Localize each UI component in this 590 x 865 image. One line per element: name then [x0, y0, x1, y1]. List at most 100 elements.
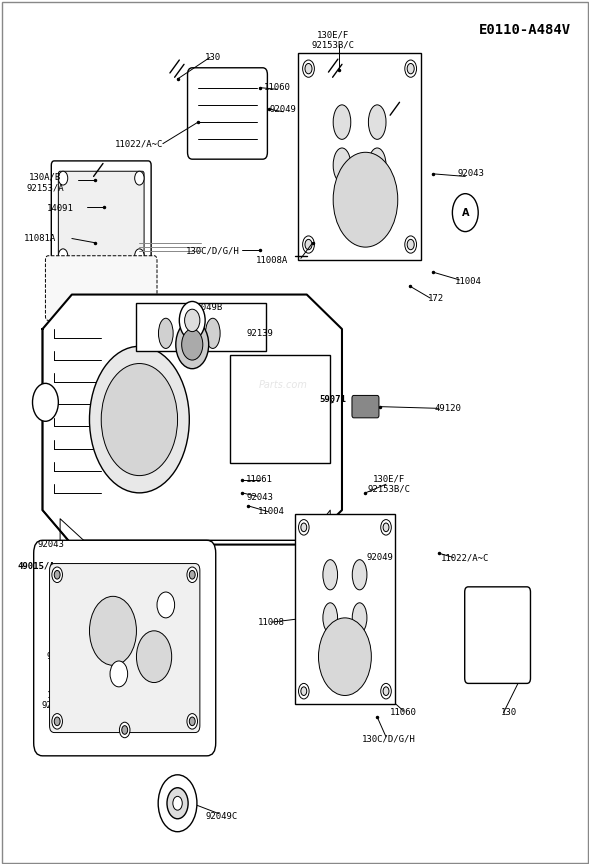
FancyBboxPatch shape — [51, 161, 151, 273]
Text: E0110-A484V: E0110-A484V — [479, 23, 571, 37]
Text: 130C/D/G/H: 130C/D/G/H — [186, 247, 240, 256]
Circle shape — [333, 152, 398, 247]
Circle shape — [301, 687, 307, 695]
Circle shape — [110, 661, 127, 687]
FancyBboxPatch shape — [231, 355, 330, 463]
Ellipse shape — [352, 603, 367, 633]
Text: 11008: 11008 — [258, 618, 285, 626]
Polygon shape — [42, 295, 342, 545]
FancyBboxPatch shape — [58, 171, 144, 263]
Circle shape — [381, 520, 391, 535]
Text: 130: 130 — [502, 708, 517, 717]
Circle shape — [383, 523, 389, 532]
Text: 92049B: 92049B — [191, 303, 223, 312]
Text: 130E/F
92153B/C: 130E/F 92153B/C — [312, 30, 355, 50]
Ellipse shape — [368, 148, 386, 183]
Text: 92043: 92043 — [458, 170, 484, 178]
Circle shape — [319, 618, 371, 695]
FancyBboxPatch shape — [295, 515, 395, 704]
Circle shape — [32, 383, 58, 421]
Circle shape — [453, 194, 478, 232]
Text: 130: 130 — [205, 53, 221, 62]
FancyBboxPatch shape — [465, 586, 530, 683]
FancyBboxPatch shape — [188, 67, 267, 159]
Text: 92043: 92043 — [247, 493, 273, 502]
Circle shape — [305, 63, 312, 74]
Text: 92049: 92049 — [270, 105, 297, 113]
Text: A: A — [42, 397, 49, 407]
Text: 130E/F
92153B/C: 130E/F 92153B/C — [41, 690, 84, 709]
Circle shape — [299, 683, 309, 699]
Circle shape — [189, 717, 195, 726]
Circle shape — [52, 567, 63, 582]
Text: 92139: 92139 — [247, 329, 273, 338]
Ellipse shape — [352, 560, 367, 590]
Circle shape — [90, 596, 136, 665]
Circle shape — [381, 683, 391, 699]
Text: 49015/A: 49015/A — [18, 561, 55, 571]
Text: 92049A: 92049A — [47, 652, 79, 661]
Circle shape — [58, 249, 68, 263]
Circle shape — [101, 363, 178, 476]
Circle shape — [187, 567, 198, 582]
Text: 92043: 92043 — [38, 540, 65, 549]
Ellipse shape — [333, 148, 351, 183]
Ellipse shape — [368, 105, 386, 139]
Text: 11060: 11060 — [264, 83, 291, 92]
Text: 172: 172 — [428, 294, 444, 304]
Circle shape — [90, 346, 189, 493]
FancyBboxPatch shape — [136, 303, 266, 350]
Ellipse shape — [323, 560, 337, 590]
Text: 14091: 14091 — [47, 204, 74, 213]
FancyBboxPatch shape — [352, 395, 379, 418]
Text: 130C/D/G/H: 130C/D/G/H — [362, 734, 416, 743]
Circle shape — [407, 63, 414, 74]
Text: 59071: 59071 — [320, 395, 346, 404]
FancyBboxPatch shape — [45, 256, 157, 320]
Text: 92049C: 92049C — [205, 811, 238, 821]
FancyBboxPatch shape — [298, 53, 421, 260]
Circle shape — [405, 60, 417, 77]
Circle shape — [182, 329, 203, 360]
Circle shape — [407, 240, 414, 250]
Text: 11081A: 11081A — [24, 234, 55, 243]
Circle shape — [54, 570, 60, 579]
Text: 11008A: 11008A — [255, 255, 288, 265]
Text: A: A — [461, 208, 469, 218]
Text: 130A/B
92153/A: 130A/B 92153/A — [27, 173, 64, 192]
Circle shape — [136, 631, 172, 682]
FancyBboxPatch shape — [34, 541, 216, 756]
Circle shape — [157, 592, 175, 618]
Circle shape — [405, 236, 417, 253]
Circle shape — [122, 726, 127, 734]
Text: 92049: 92049 — [367, 553, 394, 562]
Circle shape — [189, 570, 195, 579]
Circle shape — [303, 236, 314, 253]
Circle shape — [158, 775, 197, 832]
Text: 49120: 49120 — [434, 404, 461, 413]
Text: 11004: 11004 — [455, 277, 481, 286]
Text: 11022/A~C: 11022/A~C — [441, 553, 490, 562]
Circle shape — [187, 714, 198, 729]
Circle shape — [167, 788, 188, 819]
Circle shape — [173, 797, 182, 811]
Circle shape — [119, 722, 130, 738]
Circle shape — [299, 520, 309, 535]
Circle shape — [303, 60, 314, 77]
Circle shape — [58, 171, 68, 185]
Circle shape — [179, 301, 205, 339]
Ellipse shape — [333, 105, 351, 139]
Ellipse shape — [159, 318, 173, 349]
Text: Parts.com: Parts.com — [259, 380, 308, 390]
Text: 11022/A~C: 11022/A~C — [115, 139, 163, 148]
Text: 130E/F
92153B/C: 130E/F 92153B/C — [368, 475, 411, 494]
Ellipse shape — [205, 318, 220, 349]
Circle shape — [185, 309, 200, 331]
Circle shape — [135, 171, 144, 185]
Text: 11060: 11060 — [390, 708, 417, 717]
Circle shape — [52, 714, 63, 729]
Circle shape — [301, 523, 307, 532]
Text: 11004: 11004 — [258, 508, 285, 516]
Circle shape — [135, 249, 144, 263]
Ellipse shape — [323, 603, 337, 633]
